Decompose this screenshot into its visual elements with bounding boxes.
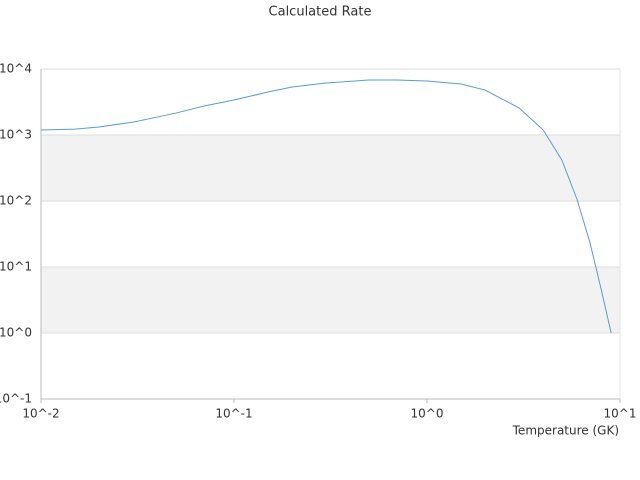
y-tick-label: 10^2 (0, 194, 32, 208)
x-tick-label: 10^-1 (215, 407, 252, 421)
y-tick-label: 10^0 (0, 326, 32, 340)
y-tick-label: 10^3 (0, 128, 32, 142)
data-line (40, 79, 612, 334)
y-tick-label: 10^1 (0, 260, 32, 274)
x-tick-label: 10^0 (411, 407, 444, 421)
grid-band (41, 135, 620, 201)
x-axis-label: Temperature (GK) (512, 424, 619, 438)
y-tick-label: 10^-1 (0, 392, 32, 406)
x-tick-label: 10^-2 (22, 407, 59, 421)
y-tick-label: 10^4 (0, 62, 32, 76)
chart-title: Calculated Rate (269, 5, 372, 20)
x-tick-label: 10^1 (604, 407, 637, 421)
grid-band (41, 267, 620, 333)
